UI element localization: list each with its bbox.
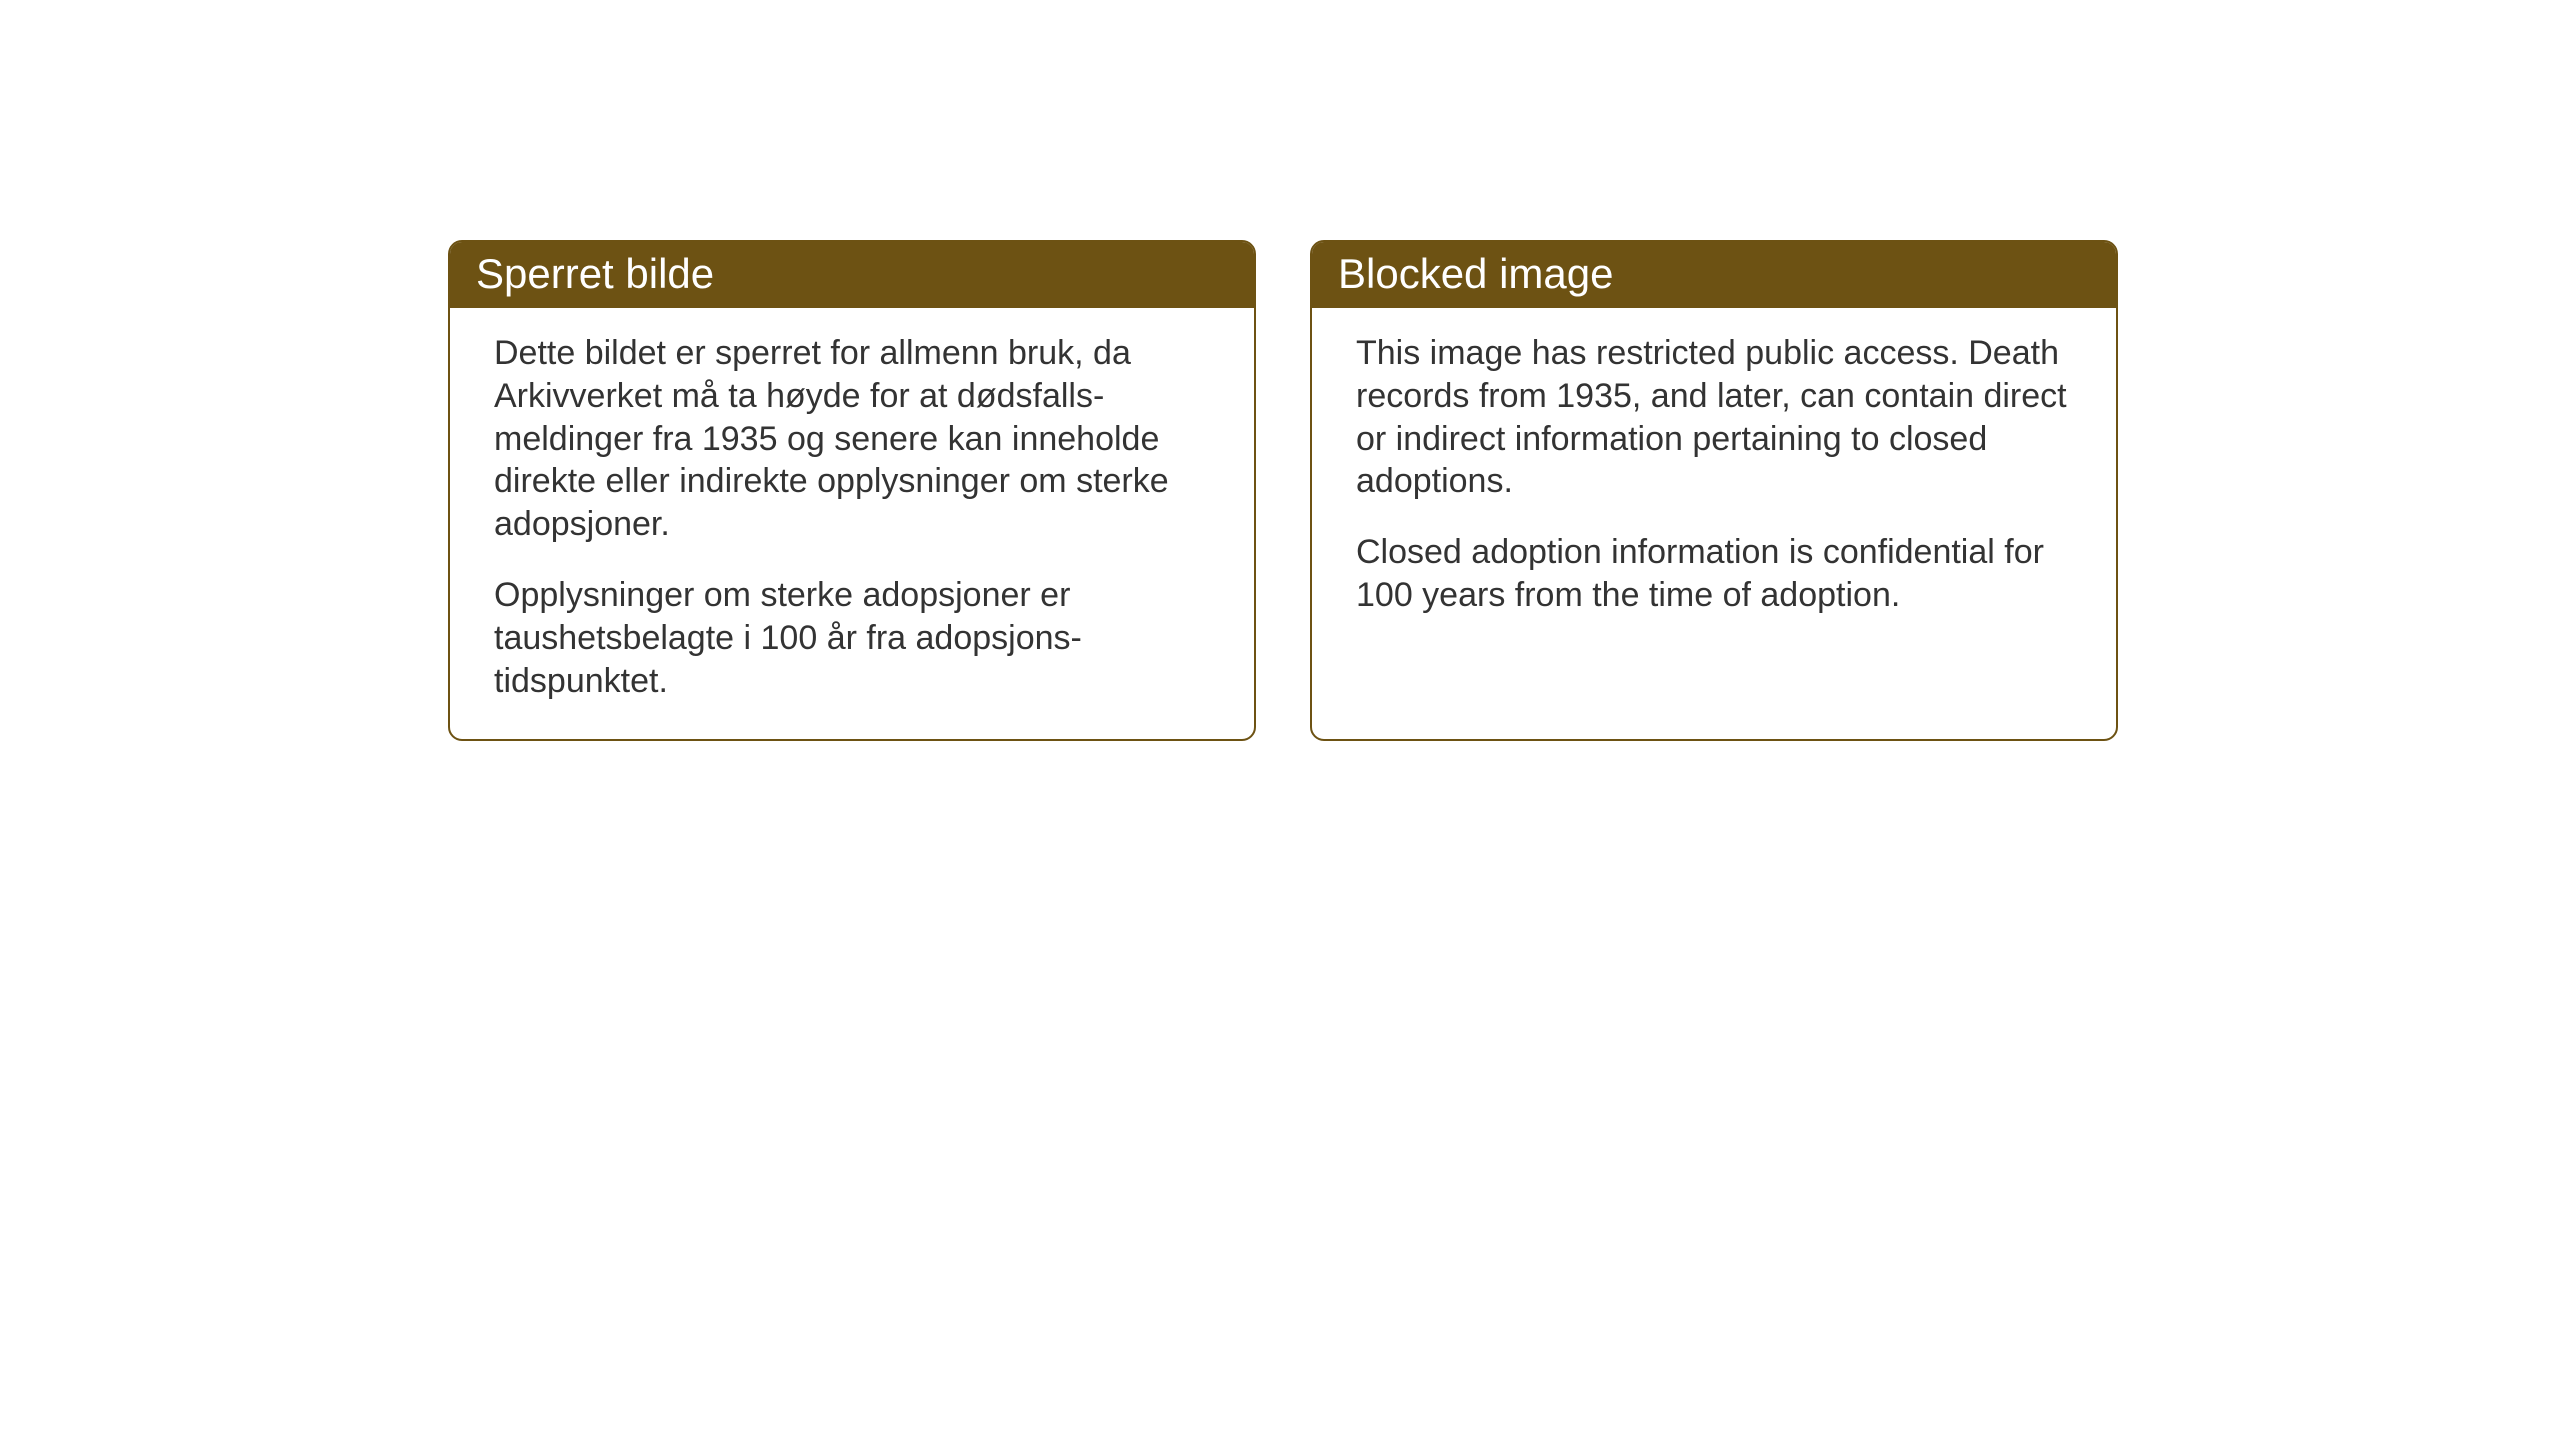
norwegian-card-title: Sperret bilde <box>450 242 1254 308</box>
notice-container: Sperret bilde Dette bildet er sperret fo… <box>448 240 2118 741</box>
english-paragraph-1: This image has restricted public access.… <box>1356 332 2072 503</box>
english-card-title: Blocked image <box>1312 242 2116 308</box>
norwegian-card-body: Dette bildet er sperret for allmenn bruk… <box>450 308 1254 739</box>
english-notice-card: Blocked image This image has restricted … <box>1310 240 2118 741</box>
norwegian-paragraph-1: Dette bildet er sperret for allmenn bruk… <box>494 332 1210 546</box>
norwegian-paragraph-2: Opplysninger om sterke adopsjoner er tau… <box>494 574 1210 702</box>
english-card-body: This image has restricted public access.… <box>1312 308 2116 653</box>
norwegian-notice-card: Sperret bilde Dette bildet er sperret fo… <box>448 240 1256 741</box>
english-paragraph-2: Closed adoption information is confident… <box>1356 531 2072 617</box>
